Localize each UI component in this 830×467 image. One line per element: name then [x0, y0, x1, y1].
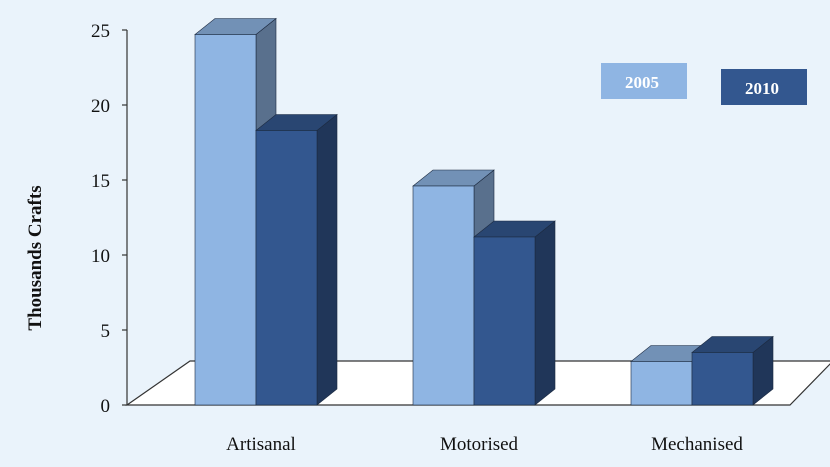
bar [473, 220, 556, 406]
legend-swatch [721, 69, 807, 105]
bar-front [630, 361, 693, 406]
bar-front [194, 34, 257, 406]
y-tick-label: 5 [101, 321, 111, 342]
y-tick-label: 15 [91, 171, 110, 192]
x-axis-labels: Artisanal Motorised Mechanised [226, 434, 743, 455]
bar [691, 335, 774, 406]
legend-item: 2005 [601, 63, 687, 99]
bar [255, 113, 338, 406]
x-tick-label: Motorised [440, 434, 519, 455]
bar-side [534, 220, 556, 406]
bar-front [412, 185, 475, 406]
legend-label: 2005 [625, 73, 659, 92]
bar-front [473, 236, 536, 406]
bars [194, 17, 774, 406]
y-tick-label: 20 [91, 96, 110, 117]
y-tick-label: 0 [101, 396, 111, 417]
legend: 2005 2010 [601, 63, 807, 105]
y-axis-label: Thousands Crafts [25, 185, 46, 330]
bar-side [316, 113, 338, 406]
legend-swatch [601, 63, 687, 99]
y-tick-label: 10 [91, 246, 110, 267]
bar [194, 17, 277, 406]
y-axis: 0 5 10 15 20 25 [91, 21, 128, 417]
y-tick-label: 25 [91, 21, 110, 42]
legend-item: 2010 [721, 69, 807, 105]
bar-front [255, 130, 318, 406]
bar-front [691, 352, 754, 406]
x-tick-label: Mechanised [651, 434, 743, 455]
legend-label: 2010 [745, 79, 779, 98]
x-tick-label: Artisanal [226, 434, 296, 455]
